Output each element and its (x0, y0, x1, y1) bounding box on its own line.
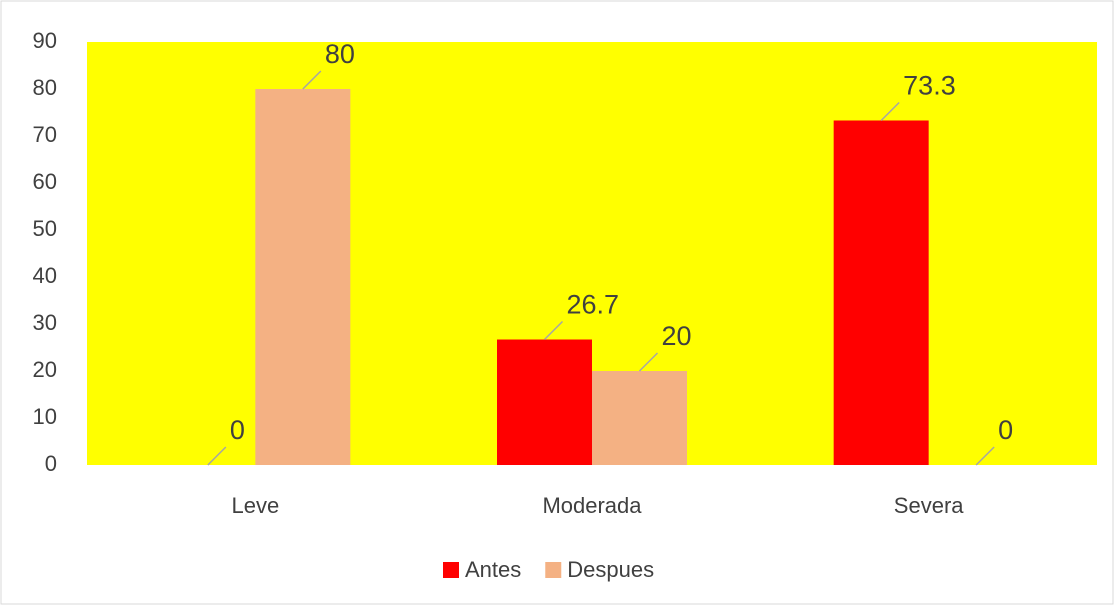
y-tick-label: 80 (33, 75, 57, 100)
leader-line (880, 101, 900, 122)
legend-label: Despues (567, 557, 654, 582)
bar (833, 120, 929, 466)
y-tick-label: 40 (33, 263, 57, 288)
y-tick-label: 30 (33, 310, 57, 335)
data-label: 0 (230, 415, 245, 445)
bar (497, 339, 592, 465)
y-tick-label: 0 (45, 451, 57, 476)
x-tick-label: Leve (231, 493, 279, 518)
legend-swatch (545, 562, 562, 578)
y-tick-label: 20 (33, 357, 57, 382)
data-label: 73.3 (903, 71, 956, 101)
data-label: 20 (662, 321, 692, 351)
legend-label: Antes (465, 557, 521, 582)
x-tick-label: Severa (894, 493, 964, 518)
x-tick-label: Moderada (542, 493, 642, 518)
leader-line (207, 446, 227, 466)
y-tick-label: 70 (33, 122, 57, 147)
y-tick-label: 90 (33, 28, 57, 53)
leader-line (638, 352, 659, 372)
bar (592, 371, 687, 465)
y-tick-label: 60 (33, 169, 57, 194)
leader-line (302, 70, 322, 90)
data-label: 80 (325, 39, 355, 69)
y-tick-label: 50 (33, 216, 57, 241)
y-tick-label: 10 (33, 404, 57, 429)
data-label: 0 (998, 415, 1013, 445)
bar (255, 89, 351, 465)
legend-swatch (443, 562, 459, 578)
data-label: 26.7 (567, 290, 620, 320)
leader-line (543, 320, 564, 341)
leader-line (975, 446, 995, 466)
